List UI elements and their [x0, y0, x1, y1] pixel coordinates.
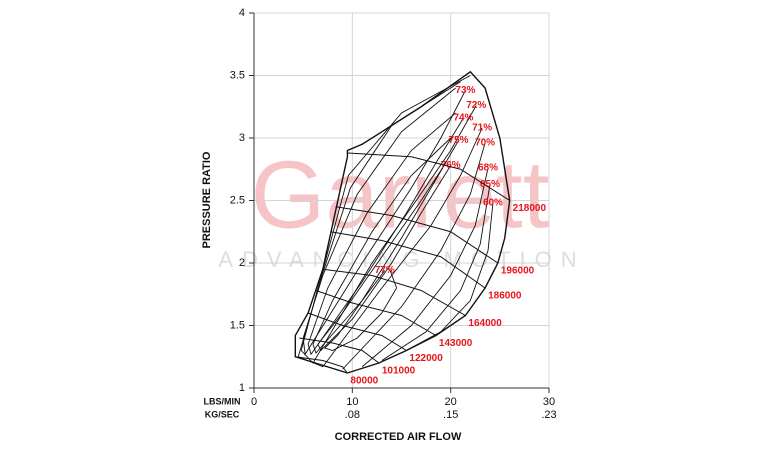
efficiency-label: 68%	[478, 163, 498, 174]
x2-unit: KG/SEC	[205, 409, 240, 419]
speed-label: 143000	[439, 338, 473, 349]
speed-line	[335, 206, 499, 264]
speed-line	[295, 356, 348, 374]
x-tick-label: 10	[346, 396, 358, 408]
speed-line	[330, 231, 486, 289]
efficiency-island	[381, 184, 491, 361]
efficiency-island	[307, 112, 464, 356]
x2-tick-label: .15	[443, 409, 458, 421]
efficiency-label: 77%	[375, 265, 395, 276]
x-tick-label: 20	[445, 396, 457, 408]
efficiency-island	[312, 137, 459, 354]
x-unit: LBS/MIN	[204, 396, 241, 406]
y-tick-label: 1.5	[230, 319, 245, 331]
y-tick-label: 3.5	[230, 69, 245, 81]
y-tick-label: 4	[239, 7, 245, 19]
speed-label: 186000	[488, 291, 522, 302]
efficiency-island	[342, 142, 486, 370]
speed-label: 101000	[382, 366, 416, 377]
efficiency-island	[317, 162, 452, 352]
speed-line	[307, 312, 407, 351]
efficiency-label: 76%	[441, 160, 461, 171]
speed-label: 122000	[409, 353, 443, 364]
efficiency-label: 74%	[453, 113, 473, 124]
efficiency-island	[300, 81, 477, 364]
efficiency-label: 65%	[480, 179, 500, 190]
efficiency-label: 73%	[455, 85, 475, 96]
efficiency-label: 72%	[466, 100, 486, 111]
efficiency-label: 70%	[475, 138, 495, 149]
watermark-title: Garrett	[251, 141, 550, 248]
speed-line	[322, 268, 466, 316]
speed-label: 164000	[468, 318, 502, 329]
efficiency-island	[323, 269, 398, 351]
efficiency-island	[302, 87, 466, 356]
y-tick-label: 1	[239, 382, 245, 394]
x2-tick-label: .08	[345, 409, 360, 421]
x-axis-label: CORRECTED AIR FLOW	[335, 431, 462, 443]
y-axis-label: PRESSURE RATIO	[201, 151, 213, 248]
efficiency-island	[401, 202, 494, 354]
speed-label: 218000	[513, 203, 547, 214]
efficiency-label: 60%	[483, 198, 503, 209]
speed-line	[315, 290, 437, 336]
speed-line	[299, 337, 380, 364]
y-tick-label: 2.5	[230, 194, 245, 206]
x-tick-label: 0	[251, 396, 257, 408]
y-tick-label: 2	[239, 257, 245, 269]
efficiency-island	[361, 167, 489, 368]
map-outline	[294, 70, 511, 374]
y-tick-label: 3	[239, 132, 245, 144]
speed-label: 196000	[501, 266, 535, 277]
x-tick-label: 30	[543, 396, 555, 408]
x2-tick-label: .23	[541, 409, 556, 421]
efficiency-label: 75%	[449, 135, 469, 146]
efficiency-label: 71%	[472, 123, 492, 134]
speed-line	[347, 152, 510, 201]
speed-label: 80000	[350, 376, 378, 387]
